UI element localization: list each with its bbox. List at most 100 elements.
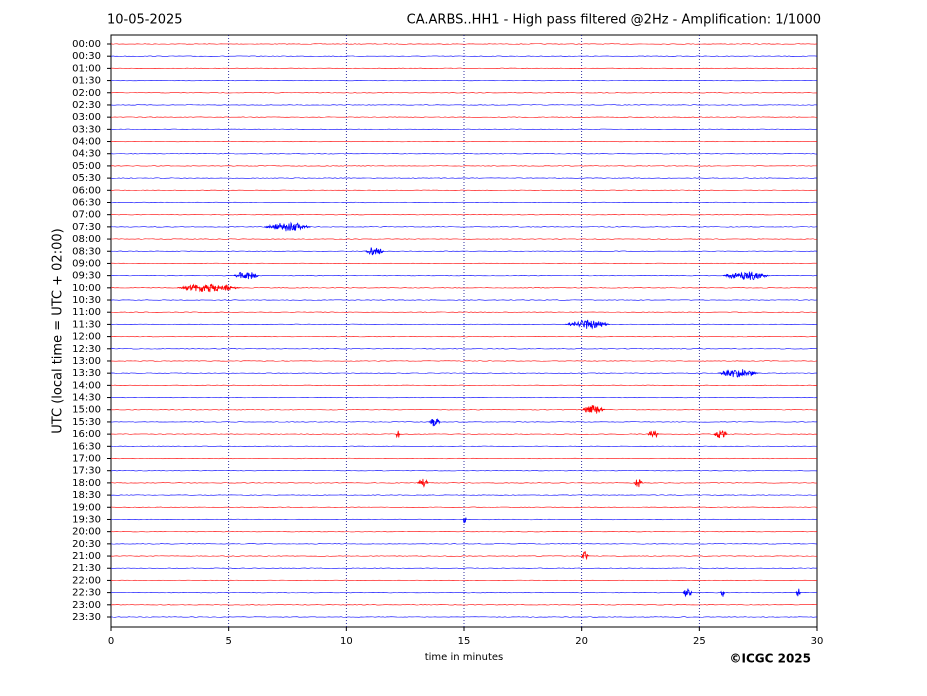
chart-title: CA.ARBS..HH1 - High pass filtered @2Hz -… [407,13,821,28]
trace [110,79,818,82]
y-tick-label: 23:00 [72,600,101,611]
seismic-event [263,221,311,232]
y-tick-label: 20:30 [72,539,101,550]
trace [110,140,818,143]
trace [110,323,818,326]
trace [110,128,818,130]
x-tick-label: 30 [811,636,824,647]
trace [110,238,818,240]
y-tick-label: 02:00 [72,88,101,99]
y-tick-label: 22:30 [72,588,101,599]
trace [110,579,818,582]
y-tick-label: 10:30 [72,295,101,306]
y-tick-label: 04:00 [72,137,101,148]
trace [110,372,818,374]
y-tick-label: 06:30 [72,197,101,208]
trace [110,67,818,69]
trace [110,177,818,179]
x-axis-label: time in minutes [425,652,504,663]
seismic-event [633,479,643,488]
y-tick-label: 08:30 [72,246,101,257]
trace [110,226,818,228]
trace [110,348,818,350]
y-tick-label: 23:30 [72,612,101,623]
trace [110,494,818,496]
seismic-event [722,271,770,281]
trace [110,262,818,265]
trace [111,214,818,216]
trace [110,384,818,386]
x-tick-label: 0 [108,636,114,647]
y-tick-label: 00:00 [72,39,101,50]
trace [110,189,818,191]
trace [110,616,818,618]
seismic-event [718,369,759,378]
x-tick-label: 20 [575,636,588,647]
y-tick-label: 18:00 [72,478,101,489]
y-tick-label: 09:00 [72,258,101,269]
y-tick-label: 19:00 [72,502,101,513]
seismic-event [233,271,259,280]
trace [110,409,818,411]
trace [110,506,818,508]
y-tick-label: 07:30 [72,222,101,233]
y-tick-label: 10:00 [72,283,101,294]
trace [110,250,818,252]
trace [110,311,818,313]
y-tick-label: 01:00 [72,63,101,74]
trace [110,604,818,606]
x-tick-label: 15 [458,636,471,647]
y-tick-label: 11:00 [72,307,101,318]
trace [110,165,818,167]
trace [110,482,818,484]
y-tick-label: 15:30 [72,417,101,428]
y-tick-label: 05:00 [72,161,101,172]
trace [110,445,818,447]
y-tick-label: 02:30 [72,100,101,111]
seismic-event [428,418,441,427]
seismic-event [416,478,429,488]
y-tick-label: 13:00 [72,356,101,367]
trace [110,201,818,204]
y-tick-label: 21:00 [72,551,101,562]
trace [110,555,818,557]
seismic-event [795,588,801,597]
y-tick-label: 01:30 [72,76,101,87]
y-axis-label: UTC (local time = UTC + 02:00) [51,228,66,433]
trace [110,592,818,594]
y-tick-label: 18:30 [72,490,101,501]
trace [110,457,818,460]
y-tick-label: 14:30 [72,393,101,404]
plot-frame [110,34,818,628]
y-tick-label: 12:30 [72,344,101,355]
trace [110,360,818,362]
y-tick-label: 17:00 [72,454,101,465]
y-tick-label: 16:00 [72,429,101,440]
y-tick-label: 15:00 [72,405,101,416]
trace [110,104,818,106]
seismic-event [565,319,610,330]
trace [110,396,818,399]
x-tick-label: 5 [225,636,231,647]
trace [110,275,818,277]
y-tick-label: 07:00 [72,210,101,221]
y-tick-label: 13:30 [72,368,101,379]
seismic-event [647,430,660,439]
trace [110,92,818,94]
y-tick-label: 21:30 [72,563,101,574]
y-tick-label: 03:30 [72,124,101,135]
y-tick-label: 16:30 [72,441,101,452]
trace [110,335,818,338]
trace [110,116,818,118]
seismic-event [581,551,589,561]
y-tick-label: 17:30 [72,466,101,477]
x-tick-label: 25 [693,636,706,647]
date: 10-05-2025 [107,13,183,28]
seismic-event [365,247,384,256]
x-tick-label: 10 [340,636,353,647]
y-tick-label: 14:00 [72,380,101,391]
y-tick-label: 00:30 [72,51,101,62]
y-tick-label: 20:00 [72,527,101,538]
seismic-event [395,430,401,439]
